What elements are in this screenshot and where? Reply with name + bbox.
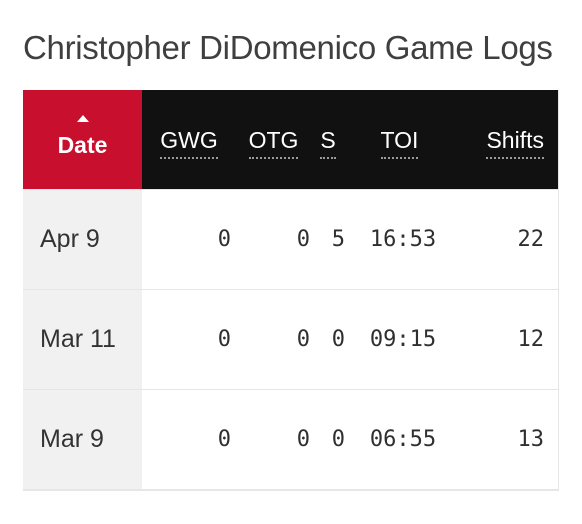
cell-s: 0 bbox=[331, 327, 345, 352]
game-log-table: Date GWG OTG S TOI Shifts Apr 9 0 0 5 16… bbox=[23, 90, 559, 491]
column-header-otg[interactable]: OTG bbox=[236, 90, 311, 189]
column-header-otg-label: OTG bbox=[248, 126, 299, 159]
cell-date: Mar 11 bbox=[23, 290, 142, 389]
cell-otg: 0 bbox=[296, 327, 310, 352]
cell-date: Apr 9 bbox=[23, 190, 142, 289]
cell-gwg: 0 bbox=[217, 427, 231, 452]
table-row: Apr 9 0 0 5 16:53 22 bbox=[23, 189, 558, 289]
cell-s: 5 bbox=[331, 227, 345, 252]
cell-toi: 06:55 bbox=[369, 427, 437, 452]
column-header-toi[interactable]: TOI bbox=[345, 90, 454, 189]
column-header-gwg[interactable]: GWG bbox=[142, 90, 236, 189]
cell-toi: 16:53 bbox=[369, 227, 437, 252]
cell-s: 0 bbox=[331, 427, 345, 452]
cell-otg: 0 bbox=[296, 227, 310, 252]
column-header-toi-label: TOI bbox=[380, 126, 419, 159]
column-header-date-label: Date bbox=[57, 132, 108, 158]
cell-toi: 09:15 bbox=[369, 327, 437, 352]
column-header-shifts-label: Shifts bbox=[486, 126, 544, 159]
page-title: Christopher DiDomenico Game Logs bbox=[23, 29, 553, 66]
column-header-shifts[interactable]: Shifts bbox=[454, 90, 558, 189]
cell-gwg: 0 bbox=[217, 227, 231, 252]
cell-gwg: 0 bbox=[217, 327, 231, 352]
sort-up-icon bbox=[76, 115, 89, 122]
table-row: Mar 9 0 0 0 06:55 13 bbox=[23, 389, 558, 489]
column-header-s-label: S bbox=[320, 126, 337, 159]
column-header-gwg-label: GWG bbox=[160, 126, 218, 159]
table-header: Date GWG OTG S TOI Shifts bbox=[23, 90, 558, 189]
cell-shifts: 13 bbox=[517, 427, 545, 452]
column-header-s[interactable]: S bbox=[311, 90, 345, 189]
cell-otg: 0 bbox=[296, 427, 310, 452]
cell-shifts: 12 bbox=[517, 327, 545, 352]
table-row: Mar 11 0 0 0 09:15 12 bbox=[23, 289, 558, 389]
cell-shifts: 22 bbox=[517, 227, 545, 252]
column-header-date[interactable]: Date bbox=[23, 90, 142, 189]
cell-date: Mar 9 bbox=[23, 390, 142, 489]
